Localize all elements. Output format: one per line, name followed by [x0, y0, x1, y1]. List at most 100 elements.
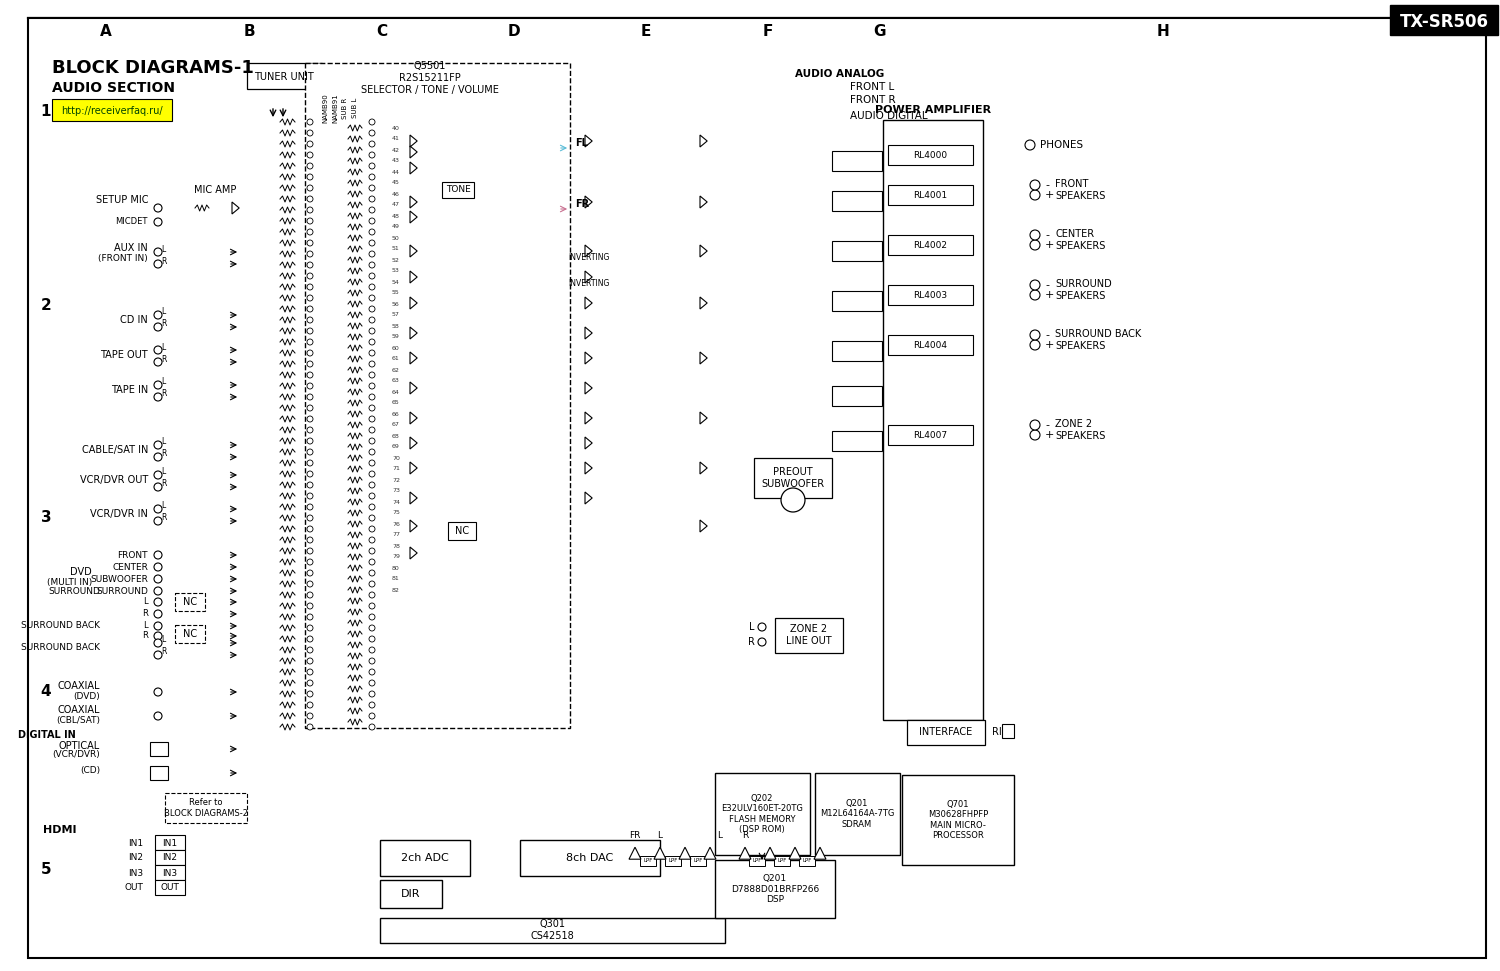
Text: FR: FR [574, 199, 590, 209]
Circle shape [154, 218, 162, 226]
Circle shape [154, 587, 162, 595]
Text: -: - [1046, 180, 1048, 190]
Circle shape [369, 339, 375, 345]
Polygon shape [410, 135, 417, 147]
Text: 46: 46 [392, 191, 400, 196]
Polygon shape [789, 848, 801, 859]
Text: 3: 3 [40, 510, 51, 524]
Circle shape [369, 570, 375, 576]
Text: 81: 81 [392, 577, 399, 582]
Circle shape [308, 361, 314, 367]
Circle shape [154, 505, 162, 513]
Circle shape [1030, 340, 1039, 350]
Text: (MULTI IN): (MULTI IN) [46, 578, 92, 586]
Circle shape [308, 350, 314, 356]
Text: NC: NC [183, 629, 196, 639]
Circle shape [369, 625, 375, 631]
Polygon shape [700, 352, 706, 364]
Text: R: R [160, 319, 166, 328]
Text: +: + [1046, 240, 1054, 250]
Text: 57: 57 [392, 313, 400, 318]
Bar [833, 341, 882, 361]
Circle shape [369, 658, 375, 664]
Text: R: R [160, 480, 166, 488]
Text: R: R [160, 648, 166, 656]
Text: NAMB91: NAMB91 [332, 93, 338, 123]
Text: RI: RI [992, 727, 1002, 737]
Text: LPF: LPF [777, 858, 786, 863]
Text: NC: NC [454, 526, 470, 536]
Text: 79: 79 [392, 554, 400, 559]
Bar [716, 860, 836, 918]
Text: CENTER
SPEAKERS: CENTER SPEAKERS [1054, 229, 1106, 251]
Bar [888, 235, 974, 255]
Circle shape [369, 702, 375, 708]
Text: E: E [640, 24, 651, 40]
Text: IN3: IN3 [162, 868, 177, 878]
Circle shape [154, 311, 162, 319]
Circle shape [369, 713, 375, 719]
Text: (VCR/DVR): (VCR/DVR) [53, 751, 100, 759]
Bar [380, 880, 442, 908]
Text: http://receiverfaq.ru/: http://receiverfaq.ru/ [62, 106, 164, 116]
Circle shape [369, 493, 375, 499]
Text: 43: 43 [392, 158, 400, 163]
Circle shape [154, 517, 162, 525]
Circle shape [369, 449, 375, 455]
Text: 60: 60 [392, 346, 399, 351]
Circle shape [308, 625, 314, 631]
Polygon shape [410, 437, 417, 449]
Text: NC: NC [183, 597, 196, 607]
Circle shape [154, 688, 162, 696]
Circle shape [1030, 330, 1039, 340]
Bar [640, 856, 656, 866]
Text: RL4002: RL4002 [914, 241, 946, 250]
Circle shape [369, 163, 375, 169]
Polygon shape [410, 547, 417, 559]
Bar [888, 425, 974, 445]
Circle shape [154, 204, 162, 212]
Polygon shape [410, 327, 417, 339]
Circle shape [369, 405, 375, 411]
Circle shape [369, 691, 375, 697]
Text: F: F [762, 24, 772, 40]
Text: SURROUND BACK: SURROUND BACK [21, 620, 101, 629]
Text: -: - [1046, 420, 1048, 430]
Text: DVD: DVD [70, 567, 92, 577]
Circle shape [154, 639, 162, 647]
Polygon shape [680, 848, 692, 859]
Circle shape [308, 152, 314, 158]
Bar [748, 856, 765, 866]
Text: 71: 71 [392, 466, 400, 472]
Circle shape [308, 713, 314, 719]
Text: Q5501
R2S15211FP
SELECTOR / TONE / VOLUME: Q5501 R2S15211FP SELECTOR / TONE / VOLUM… [362, 61, 500, 94]
Text: FRONT: FRONT [117, 551, 148, 559]
Bar [888, 285, 974, 305]
Text: IN2: IN2 [128, 854, 142, 862]
Circle shape [369, 185, 375, 191]
Text: RL4000: RL4000 [914, 151, 946, 159]
Circle shape [308, 559, 314, 565]
Text: IN1: IN1 [162, 839, 177, 848]
Text: 40: 40 [392, 125, 400, 130]
Text: COAXIAL: COAXIAL [57, 681, 100, 691]
Text: L: L [160, 438, 165, 447]
Text: 4: 4 [40, 685, 51, 699]
Circle shape [1024, 140, 1035, 150]
Text: PREOUT
SUBWOOFER: PREOUT SUBWOOFER [762, 467, 825, 488]
Text: A: A [99, 24, 111, 40]
Circle shape [308, 427, 314, 433]
Text: 69: 69 [392, 445, 400, 450]
Circle shape [154, 393, 162, 401]
Polygon shape [410, 271, 417, 283]
Text: AUDIO DIGITAL: AUDIO DIGITAL [850, 111, 927, 121]
Circle shape [369, 482, 375, 488]
Text: L: L [160, 467, 165, 477]
Text: LPF: LPF [693, 858, 702, 863]
Text: SURROUND BACK
SPEAKERS: SURROUND BACK SPEAKERS [1054, 329, 1142, 351]
Polygon shape [764, 848, 776, 859]
Text: L: L [160, 501, 165, 511]
Circle shape [308, 284, 314, 290]
Circle shape [369, 152, 375, 158]
Text: (DVD): (DVD) [74, 692, 100, 701]
